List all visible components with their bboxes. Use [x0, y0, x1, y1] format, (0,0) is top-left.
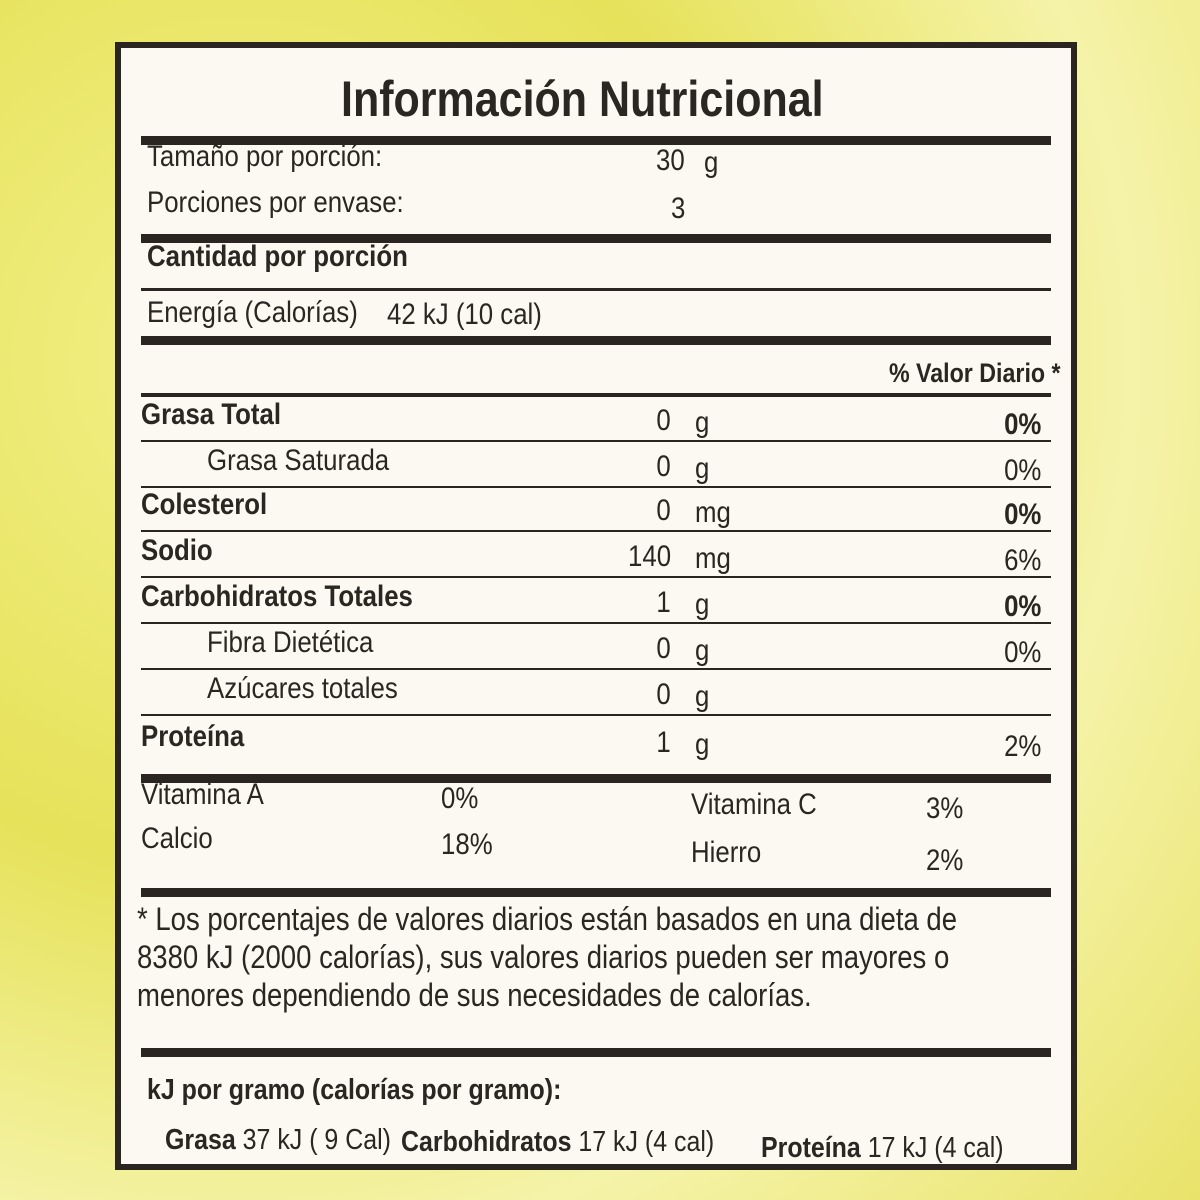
- iron-label: Hierro: [691, 836, 762, 869]
- vitamin-a-label: Vitamina A: [141, 778, 264, 811]
- nutrient-unit: g: [695, 728, 710, 761]
- nutrient-amount: 1: [656, 586, 671, 619]
- servings-label: Porciones por envase:: [147, 186, 404, 219]
- nutrient-amount: 0: [656, 494, 671, 527]
- nutrient-name: Azúcares totales: [207, 672, 398, 705]
- nutrient-name: Grasa Total: [141, 398, 282, 431]
- divider: [141, 774, 1051, 783]
- nutrient-amount: 0: [656, 632, 671, 665]
- divider: [141, 393, 1051, 397]
- iron-value: 2%: [926, 844, 964, 877]
- vitamin-c-label: Vitamina C: [691, 788, 817, 821]
- energy-label: Energía (Calorías): [147, 296, 358, 329]
- serving-size-value: 30: [656, 144, 685, 177]
- per-gram-protein-name: Proteína: [761, 1132, 861, 1164]
- divider: [141, 136, 1051, 145]
- nutrient-unit: g: [695, 452, 710, 485]
- nutrient-name: Carbohidratos Totales: [141, 580, 413, 613]
- nutrient-dv: 0%: [1003, 454, 1041, 487]
- nutrient-unit: g: [695, 588, 710, 621]
- energy-value: 42 kJ (10 cal): [387, 298, 542, 331]
- nutrient-name: Colesterol: [141, 488, 268, 521]
- divider: [141, 234, 1051, 243]
- serving-size-label: Tamaño por porción:: [147, 140, 383, 173]
- nutrient-unit: mg: [695, 496, 731, 529]
- footnote: * Los porcentajes de valores diarios est…: [137, 900, 1040, 1014]
- nutrient-name: Proteína: [141, 720, 245, 753]
- per-gram-fat-value: 37 kJ ( 9 Cal): [242, 1124, 391, 1156]
- nutrient-amount: 0: [656, 404, 671, 437]
- divider: [141, 888, 1051, 897]
- divider: [141, 486, 1051, 488]
- nutrient-dv: 0%: [1003, 590, 1041, 623]
- footnote-line: menores dependiendo de sus necesidades d…: [137, 977, 812, 1013]
- nutrient-dv: 6%: [1003, 544, 1041, 577]
- vitamin-a-value: 0%: [441, 782, 479, 815]
- nutrient-unit: mg: [695, 542, 731, 575]
- per-gram-carbs-name: Carbohidratos: [401, 1126, 572, 1158]
- divider: [141, 622, 1051, 624]
- nutrient-unit: g: [695, 680, 710, 713]
- vitamin-c-value: 3%: [926, 792, 964, 825]
- divider: [141, 336, 1051, 345]
- divider: [141, 1048, 1051, 1057]
- nutrient-amount: 0: [656, 678, 671, 711]
- label-title: Información Nutricional: [341, 71, 824, 127]
- per-gram-protein: Proteína 17 kJ (4 cal): [761, 1132, 1004, 1165]
- nutrient-dv: 0%: [1003, 636, 1041, 669]
- serving-size-unit: g: [704, 146, 719, 179]
- footnote-line: * Los porcentajes de valores diarios est…: [137, 901, 958, 937]
- divider: [141, 668, 1051, 670]
- amount-header: Cantidad por porción: [147, 240, 408, 273]
- per-gram-header: kJ por gramo (calorías por gramo):: [147, 1074, 562, 1106]
- per-gram-carbs-value: 17 kJ (4 cal): [578, 1126, 715, 1158]
- servings-value: 3: [671, 192, 686, 225]
- divider: [141, 576, 1051, 578]
- divider: [141, 288, 1051, 291]
- per-gram-carbs: Carbohidratos 17 kJ (4 cal): [401, 1126, 714, 1159]
- footnote-line: 8380 kJ (2000 calorías), sus valores dia…: [137, 939, 950, 975]
- nutrient-dv: 0%: [1003, 498, 1041, 531]
- nutrition-facts-panel: Información Nutricional Tamaño por porci…: [115, 42, 1077, 1170]
- nutrient-dv: 0%: [1003, 408, 1041, 441]
- per-gram-fat-name: Grasa: [165, 1124, 236, 1156]
- nutrient-name: Grasa Saturada: [207, 444, 390, 477]
- divider: [141, 714, 1051, 716]
- nutrient-unit: g: [695, 634, 710, 667]
- dv-header: % Valor Diario *: [889, 358, 1061, 388]
- divider: [141, 440, 1051, 442]
- nutrient-amount: 140: [627, 540, 671, 573]
- nutrient-name: Fibra Dietética: [207, 626, 374, 659]
- calcium-value: 18%: [441, 828, 493, 861]
- calcium-label: Calcio: [141, 822, 213, 855]
- nutrient-name: Sodio: [141, 534, 213, 567]
- divider: [141, 530, 1051, 532]
- nutrient-dv: 2%: [1003, 730, 1041, 763]
- nutrient-amount: 1: [656, 726, 671, 759]
- nutrient-unit: g: [695, 406, 710, 439]
- per-gram-protein-value: 17 kJ (4 cal): [867, 1132, 1004, 1164]
- per-gram-fat: Grasa 37 kJ ( 9 Cal): [165, 1124, 391, 1157]
- nutrient-amount: 0: [656, 450, 671, 483]
